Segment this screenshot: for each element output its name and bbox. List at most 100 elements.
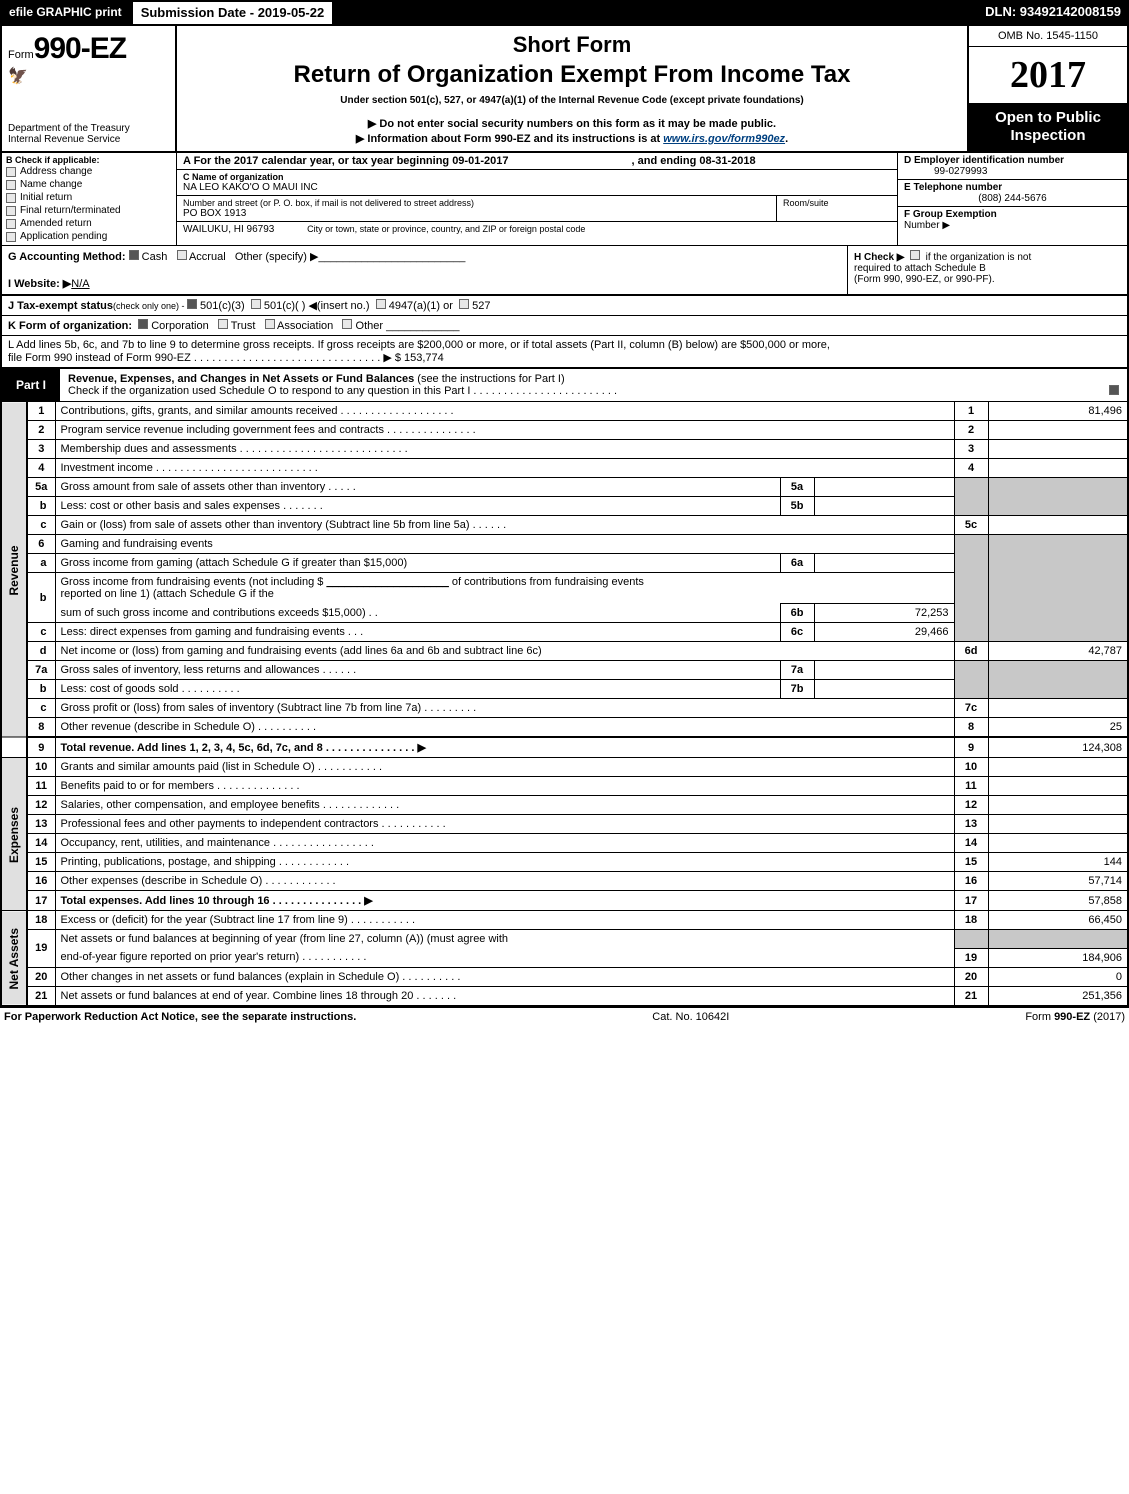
radio-cash[interactable]	[129, 250, 139, 260]
check-501c[interactable]	[251, 299, 261, 309]
sv: 29,466	[814, 623, 954, 642]
submission-date: Submission Date - 2019-05-22	[131, 0, 335, 26]
desc: Salaries, other compensation, and employ…	[55, 796, 954, 815]
row-17: 17 Total expenses. Add lines 10 through …	[1, 891, 1128, 911]
part1-title: Revenue, Expenses, and Changes in Net As…	[68, 373, 414, 385]
k-o2: Trust	[231, 320, 256, 332]
ln: 3	[27, 440, 55, 459]
ln: a	[27, 554, 55, 573]
section-abcdef: B Check if applicable: Address change Na…	[0, 153, 1129, 245]
check-amended-return[interactable]: Amended return	[6, 217, 172, 230]
vc: 81,496	[988, 402, 1128, 421]
vc	[988, 758, 1128, 777]
row-11: 11 Benefits paid to or for members . . .…	[1, 777, 1128, 796]
ln: 12	[27, 796, 55, 815]
org-name-value: NA LEO KAKO'O O MAUI INC	[183, 182, 891, 193]
h-text3: required to attach Schedule B	[854, 263, 1121, 274]
g-other: Other (specify) ▶	[235, 251, 319, 263]
check-501c3[interactable]	[187, 299, 197, 309]
grey-cell	[988, 930, 1128, 949]
city-label: City or town, state or province, country…	[307, 224, 585, 234]
ln: 13	[27, 815, 55, 834]
opt-final: Final return/terminated	[20, 205, 121, 216]
desc: Less: cost or other basis and sales expe…	[55, 497, 780, 516]
nc: 4	[954, 459, 988, 478]
desc: Printing, publications, postage, and shi…	[55, 853, 954, 872]
row-21: 21 Net assets or fund balances at end of…	[1, 986, 1128, 1005]
k-o3: Association	[277, 320, 333, 332]
street-label: Number and street (or P. O. box, if mail…	[183, 198, 770, 208]
j-rest: (check only one) -	[113, 301, 187, 311]
i-value: N/A	[71, 278, 89, 290]
street-value: PO BOX 1913	[183, 208, 770, 219]
nc: 10	[954, 758, 988, 777]
row-9: 9 Total revenue. Add lines 1, 2, 3, 4, 5…	[1, 737, 1128, 758]
ln: 1	[27, 402, 55, 421]
vc	[988, 699, 1128, 718]
nc: 5c	[954, 516, 988, 535]
check-527[interactable]	[459, 299, 469, 309]
nc: 21	[954, 986, 988, 1005]
footer-right: Form 990-EZ (2017)	[1025, 1011, 1125, 1023]
sv	[814, 478, 954, 497]
do-not-enter: ▶ Do not enter social security numbers o…	[187, 117, 957, 130]
check-assoc[interactable]	[265, 319, 275, 329]
desc: Program service revenue including govern…	[55, 421, 954, 440]
row-5a: 5a Gross amount from sale of assets othe…	[1, 478, 1128, 497]
opt-address: Address change	[20, 166, 92, 177]
row-16: 16 Other expenses (describe in Schedule …	[1, 872, 1128, 891]
checkbox-icon	[6, 206, 16, 216]
info-post: .	[785, 133, 788, 145]
desc: Grants and similar amounts paid (list in…	[55, 758, 954, 777]
row-1: Revenue 1 Contributions, gifts, grants, …	[1, 402, 1128, 421]
desc: Net assets or fund balances at end of ye…	[55, 986, 954, 1005]
desc: Gross amount from sale of assets other t…	[55, 478, 780, 497]
row-14: 14 Occupancy, rent, utilities, and maint…	[1, 834, 1128, 853]
ln: d	[27, 642, 55, 661]
check-h[interactable]	[910, 250, 920, 260]
ln: 19	[27, 930, 55, 968]
radio-accrual[interactable]	[177, 250, 187, 260]
form-number: 990-EZ	[34, 32, 126, 65]
room-label: Room/suite	[783, 198, 891, 208]
k-label: K Form of organization:	[8, 320, 132, 332]
d6b1: Gross income from fundraising events (no…	[61, 576, 327, 588]
d6b-blank: ____________________	[326, 576, 448, 588]
section-def: D Employer identification number 99-0279…	[897, 153, 1127, 245]
ln: c	[27, 623, 55, 642]
row-4: 4 Investment income . . . . . . . . . . …	[1, 459, 1128, 478]
nc: 18	[954, 911, 988, 930]
efile-print-button[interactable]: efile GRAPHIC print	[0, 0, 131, 26]
check-part1-scho[interactable]	[1109, 385, 1119, 395]
check-4947[interactable]	[376, 299, 386, 309]
ln: 10	[27, 758, 55, 777]
sb: 6c	[780, 623, 814, 642]
check-trust[interactable]	[218, 319, 228, 329]
desc: Other revenue (describe in Schedule O) .…	[55, 718, 954, 738]
nc: 20	[954, 967, 988, 986]
nc: 12	[954, 796, 988, 815]
nc: 2	[954, 421, 988, 440]
ln: b	[27, 573, 55, 623]
desc: Less: cost of goods sold . . . . . . . .…	[55, 680, 780, 699]
check-application-pending[interactable]: Application pending	[6, 230, 172, 243]
header-center: Short Form Return of Organization Exempt…	[177, 26, 967, 151]
check-final-return[interactable]: Final return/terminated	[6, 204, 172, 217]
vc: 124,308	[988, 737, 1128, 758]
check-initial-return[interactable]: Initial return	[6, 191, 172, 204]
check-address-change[interactable]: Address change	[6, 165, 172, 178]
check-corp[interactable]	[138, 319, 148, 329]
h-text2: if the organization is not	[926, 252, 1032, 263]
check-other-org[interactable]	[342, 319, 352, 329]
ln: 17	[27, 891, 55, 911]
d17: Total expenses. Add lines 10 through 16 …	[61, 895, 373, 907]
under-section: Under section 501(c), 527, or 4947(a)(1)…	[187, 95, 957, 106]
ln: 9	[27, 737, 55, 758]
opt-name: Name change	[20, 179, 82, 190]
check-name-change[interactable]: Name change	[6, 178, 172, 191]
part1-table: Revenue 1 Contributions, gifts, grants, …	[0, 401, 1129, 1006]
phone-label: E Telephone number	[904, 182, 1121, 193]
omb-number: OMB No. 1545-1150	[969, 26, 1127, 47]
info-link[interactable]: www.irs.gov/form990ez	[663, 133, 785, 145]
group-exempt-label: F Group Exemption	[904, 209, 1121, 220]
